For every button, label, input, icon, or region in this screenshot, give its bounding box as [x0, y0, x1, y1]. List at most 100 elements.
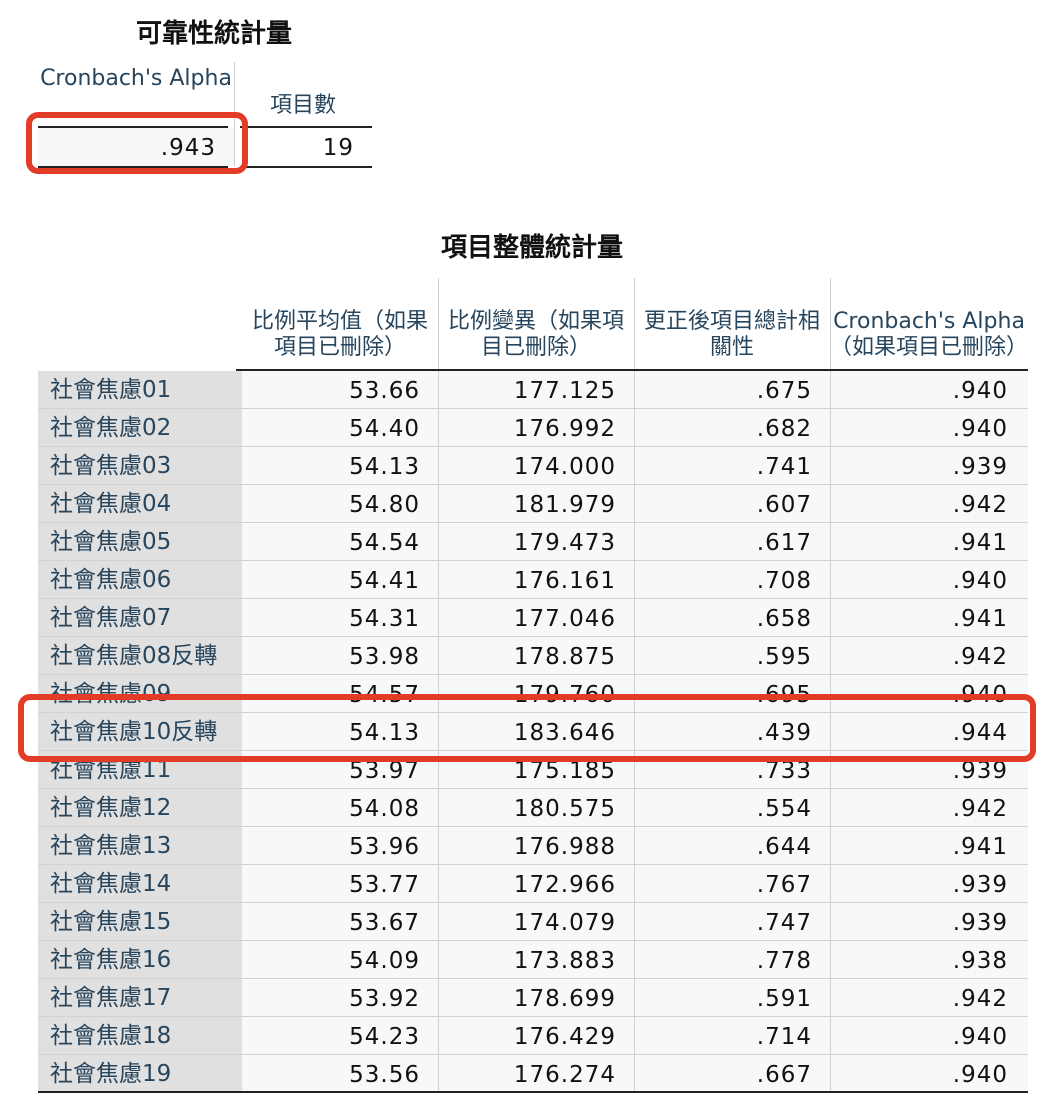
column-divider — [438, 599, 439, 636]
row-label: 社會焦慮07 — [38, 599, 242, 636]
column-divider — [830, 561, 831, 598]
table-row: 社會焦慮04 54.80 181.979 .607 .942 — [38, 485, 1028, 523]
variance-value: 178.875 — [513, 644, 616, 670]
column-divider — [634, 979, 635, 1016]
variance-value: 178.699 — [513, 986, 616, 1012]
column-divider — [830, 751, 831, 788]
column-divider — [438, 827, 439, 864]
table-row: 社會焦慮12 54.08 180.575 .554 .942 — [38, 789, 1028, 827]
mean-value: 53.96 — [349, 834, 420, 860]
table-row: 社會焦慮13 53.96 176.988 .644 .941 — [38, 827, 1028, 865]
column-divider — [634, 409, 635, 446]
column-divider — [634, 903, 635, 940]
variance-value: 179.473 — [513, 530, 616, 556]
column-divider — [634, 941, 635, 978]
correlation-value: .591 — [756, 986, 812, 1012]
mean-value: 53.98 — [349, 644, 420, 670]
correlation-value: .747 — [756, 910, 812, 936]
column-divider — [830, 599, 831, 636]
table-header: 比例平均值（如果項目已刪除） 比例變異（如果項目已刪除） 更正後項目總計相關性 … — [38, 276, 1028, 369]
alpha-value: .940 — [952, 1062, 1008, 1088]
table-row: 社會焦慮08反轉 53.98 178.875 .595 .942 — [38, 637, 1028, 675]
mean-value: 54.40 — [349, 416, 420, 442]
alpha-value: .939 — [952, 454, 1008, 480]
item-count-header: 項目數 — [269, 93, 336, 118]
table-row: 社會焦慮17 53.92 178.699 .591 .942 — [38, 979, 1028, 1017]
item-count-value: 19 — [322, 135, 354, 161]
variance-value: 174.000 — [513, 454, 616, 480]
highlight-box-alpha — [26, 112, 248, 174]
column-divider — [634, 713, 635, 750]
column-divider — [830, 1055, 831, 1091]
alpha-value: .941 — [952, 834, 1008, 860]
table-row: 社會焦慮18 54.23 176.429 .714 .940 — [38, 1017, 1028, 1055]
column-divider — [438, 561, 439, 598]
alpha-value: .940 — [952, 416, 1008, 442]
alpha-value: .940 — [952, 568, 1008, 594]
table-row: 社會焦慮05 54.54 179.473 .617 .941 — [38, 523, 1028, 561]
header-rule — [38, 126, 228, 128]
column-divider — [438, 789, 439, 826]
column-divider — [830, 713, 831, 750]
correlation-value: .741 — [756, 454, 812, 480]
column-divider — [634, 789, 635, 826]
mean-value: 53.97 — [349, 758, 420, 784]
correlation-value: .675 — [756, 378, 812, 404]
row-label: 社會焦慮13 — [38, 827, 242, 864]
item-total-title: 項目整體統計量 — [440, 233, 623, 263]
correlation-value: .644 — [756, 834, 812, 860]
column-divider — [438, 637, 439, 674]
mean-value: 53.92 — [349, 986, 420, 1012]
variance-value: 176.274 — [513, 1062, 616, 1088]
alpha-value: .939 — [952, 872, 1008, 898]
column-divider — [830, 675, 831, 712]
column-divider — [438, 1017, 439, 1054]
correlation-value: .658 — [756, 606, 812, 632]
correlation-value: .439 — [756, 720, 812, 746]
table-row: 社會焦慮07 54.31 177.046 .658 .941 — [38, 599, 1028, 637]
variance-value: 176.429 — [513, 1024, 616, 1050]
row-label: 社會焦慮10反轉 — [38, 713, 242, 750]
cronbach-alpha-header: Cronbach's Alpha — [40, 66, 232, 91]
column-divider — [830, 979, 831, 1016]
column-divider — [438, 1055, 439, 1091]
column-divider — [438, 865, 439, 902]
column-divider — [438, 751, 439, 788]
table-row: 社會焦慮06 54.41 176.161 .708 .940 — [38, 561, 1028, 599]
column-divider — [438, 979, 439, 1016]
table-row: 社會焦慮10反轉 54.13 183.646 .439 .944 — [38, 713, 1028, 751]
reliability-table: Cronbach's Alpha 項目數 .943 19 — [38, 60, 372, 172]
column-divider — [634, 865, 635, 902]
highlight-box-item10 — [18, 694, 1036, 762]
variance-value: 176.161 — [513, 568, 616, 594]
correlation-value: .714 — [756, 1024, 812, 1050]
bottom-rule — [240, 166, 372, 168]
row-label: 社會焦慮04 — [38, 485, 242, 522]
row-label: 社會焦慮12 — [38, 789, 242, 826]
column-divider — [830, 278, 831, 369]
mean-value: 54.54 — [349, 530, 420, 556]
alpha-value: .942 — [952, 796, 1008, 822]
column-divider — [634, 827, 635, 864]
table-row: 社會焦慮19 53.56 176.274 .667 .940 — [38, 1055, 1028, 1093]
alpha-value: .942 — [952, 986, 1008, 1012]
variance-value: 177.125 — [513, 378, 616, 404]
column-divider — [634, 371, 635, 408]
corrected-item-total-correlation-header: 更正後項目總計相關性 — [643, 309, 820, 360]
column-divider — [830, 1017, 831, 1054]
item-total-table: 比例平均值（如果項目已刪除） 比例變異（如果項目已刪除） 更正後項目總計相關性 … — [38, 276, 1028, 1093]
mean-value: 54.13 — [349, 720, 420, 746]
column-divider — [634, 278, 635, 369]
column-divider — [634, 675, 635, 712]
column-divider — [438, 447, 439, 484]
row-label: 社會焦慮05 — [38, 523, 242, 560]
column-divider — [438, 941, 439, 978]
mean-value: 53.77 — [349, 872, 420, 898]
correlation-value: .682 — [756, 416, 812, 442]
column-divider — [830, 827, 831, 864]
table-row: 社會焦慮15 53.67 174.079 .747 .939 — [38, 903, 1028, 941]
column-divider — [634, 599, 635, 636]
column-divider — [830, 485, 831, 522]
alpha-value: .938 — [952, 948, 1008, 974]
correlation-value: .708 — [756, 568, 812, 594]
